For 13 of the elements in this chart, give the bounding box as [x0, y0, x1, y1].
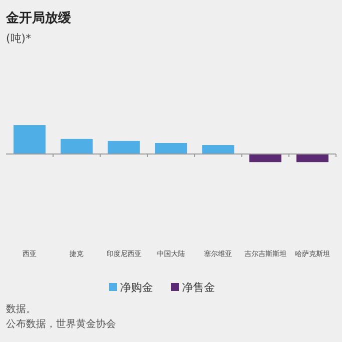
text: 数据。: [6, 303, 36, 315]
legend-label: 净售金: [182, 281, 215, 294]
text: 公布数据，世界黄金协会: [6, 318, 116, 330]
bar: [202, 145, 234, 154]
bar: [296, 154, 328, 162]
bar: [249, 154, 282, 162]
bar: [154, 142, 188, 154]
chart-title: 金开局放缓: [5, 10, 72, 26]
bar: [108, 140, 140, 154]
legend-label: 净购金: [120, 281, 153, 294]
bar: [60, 138, 93, 154]
text: (吨)*: [6, 32, 32, 45]
bar: [14, 125, 46, 154]
